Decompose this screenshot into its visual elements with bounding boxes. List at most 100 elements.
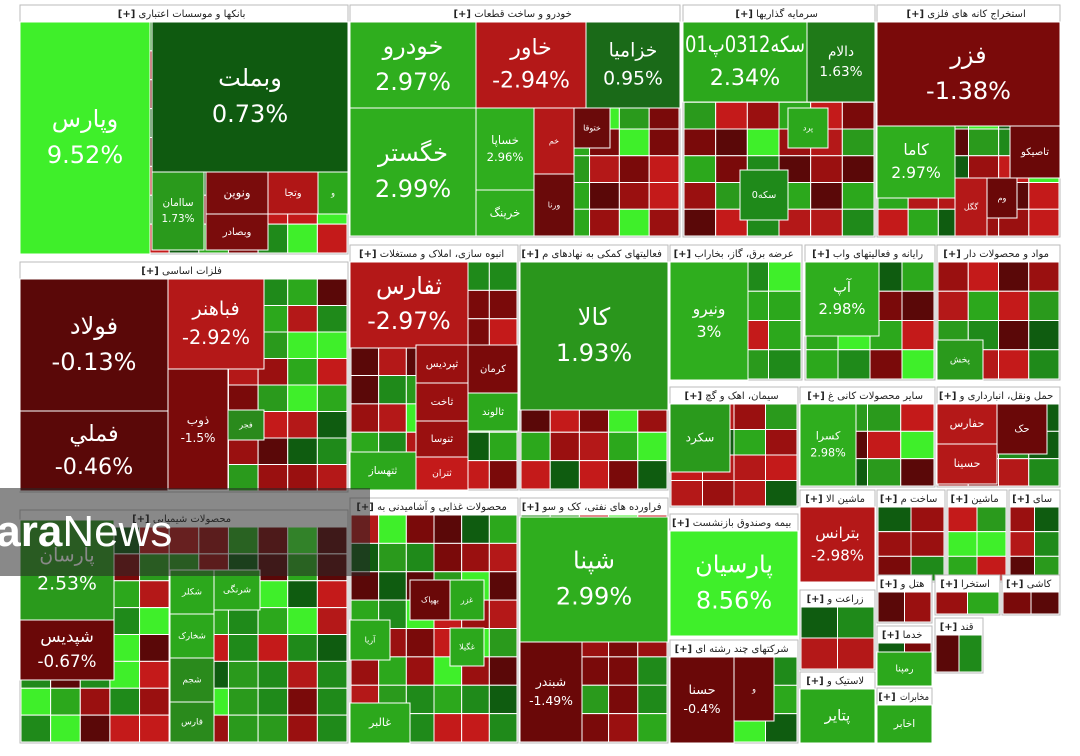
filler-tile [350,375,380,405]
tile [936,403,998,445]
filler-tile [637,656,668,686]
tile [151,21,349,173]
filler-tile [287,331,318,359]
expand-button: [+] [521,249,539,260]
filler-tile [670,480,703,507]
filler-tile [350,571,380,601]
filler-tile [810,208,843,237]
filler-tile [1028,349,1060,380]
sector-title: سایر محصولات کانی غ [828,391,923,402]
tile [349,21,477,109]
filler-tile [405,542,435,573]
expand-button: [+] [907,9,925,20]
filler-tile [488,514,518,544]
filler-tile [227,714,259,743]
expand-button: [+] [880,494,898,505]
filler-tile [900,403,935,432]
tile [804,261,880,337]
tile-label: وتجا [284,188,301,199]
filler-tile [488,431,518,462]
tile [349,261,469,349]
tile-label: غگیلا [459,642,475,652]
tile-value: 1.93% [556,339,632,367]
tile-label: فباهنر [191,297,239,320]
sector-title: کاشی [1027,579,1052,590]
sector-title: سرمایه گذاریها [756,8,818,20]
filler-tile [109,714,141,743]
filler-tile [768,290,802,321]
filler-tile [257,580,289,609]
filler-tile [287,358,318,386]
tile-label: شپدیس [40,627,94,647]
filler-tile [433,514,463,544]
filler-tile [79,714,111,743]
filler-tile [316,464,348,492]
tile [669,403,731,473]
filler-tile [618,182,650,210]
tile [19,410,169,492]
filler-tile [765,403,798,430]
filler-tile [227,464,259,492]
filler-tile [608,431,639,462]
filler-tile [841,155,875,183]
filler-tile [901,349,935,380]
tile [519,641,583,743]
filler-tile [578,684,610,715]
expand-button: [+] [685,391,703,402]
tile-value: 8.56% [696,587,772,615]
filler-tile [910,531,945,557]
filler-tile [257,660,289,689]
tile-label: وبملت [218,64,282,92]
watermark: ShahraraNews [0,507,172,556]
sector-title: محصولات غذایی و آشامیدنی به [377,500,507,513]
tile-label: خرینگ [490,206,521,221]
watermark-bold: Shahrara [0,507,63,556]
filler-tile [287,634,318,662]
tile [787,107,829,149]
expand-button: [+] [735,9,753,20]
filler-tile [683,208,717,237]
tile-label: ونیرو [692,300,726,319]
filler-tile [578,431,610,462]
tile-label: حسینا [954,457,981,470]
tile [682,21,808,103]
tile-label: فولاد [70,312,118,340]
expand-button: [+] [1006,579,1024,590]
filler-tile [461,713,490,743]
tile-label: وپارس [52,105,118,133]
filler-tile [139,607,170,635]
tile [533,173,575,237]
filler-tile [947,506,978,533]
filler-tile [405,628,435,658]
filler-tile [715,128,748,157]
expand-button: [+] [1012,494,1030,505]
filler-tile [316,223,348,254]
filler-tile [683,128,717,157]
tile-value: -2.97% [367,307,450,335]
filler-tile [316,384,348,412]
filler-tile [378,375,407,405]
tile [585,21,681,109]
tile [936,339,984,381]
tile-label: پتایر [824,707,851,726]
tile-value: 1.63% [819,64,862,80]
filler-tile [867,403,902,432]
tile-label: ثنوسا [431,434,454,445]
filler-tile [433,684,463,715]
expand-button: [+] [939,391,957,402]
filler-tile [648,155,680,183]
filler-tile [900,458,935,487]
filler-tile [648,208,680,237]
tile [936,443,998,485]
filler-tile [578,656,610,686]
filler-tile [608,460,639,490]
filler-tile [837,637,875,670]
filler-tile [637,431,668,462]
filler-tile [350,656,380,686]
filler-tile [637,460,668,490]
filler-tile [1002,591,1032,615]
tile [876,651,933,687]
filler-tile [287,580,318,609]
watermark-band [0,488,370,576]
